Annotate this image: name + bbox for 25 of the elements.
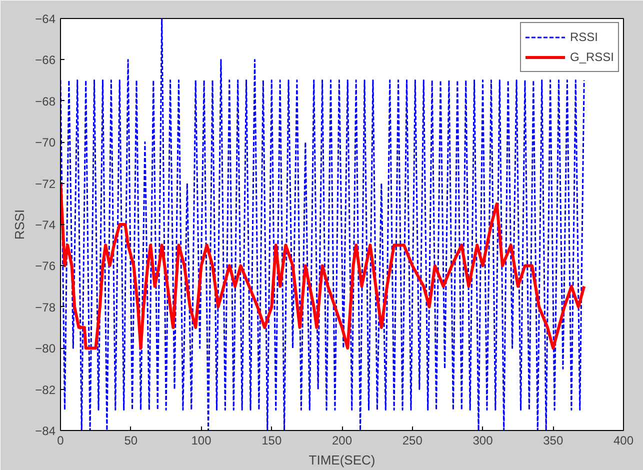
x-tick-label: 350 bbox=[543, 434, 564, 448]
y-axis-title: RSSI bbox=[12, 209, 28, 240]
y-tick-label: −70 bbox=[35, 136, 56, 150]
x-axis-title: TIME(SEC) bbox=[308, 452, 376, 468]
y-tick-label: −76 bbox=[35, 259, 56, 274]
y-tick-label: −82 bbox=[35, 382, 56, 397]
x-tick-label: 200 bbox=[332, 434, 352, 448]
x-tick-label: 300 bbox=[472, 434, 494, 448]
y-tick-label: −72 bbox=[35, 176, 56, 191]
line-series bbox=[60, 182, 586, 350]
x-tick-label: 50 bbox=[124, 434, 138, 448]
x-tick-label: 100 bbox=[191, 434, 212, 448]
x-tick-label: 400 bbox=[613, 434, 634, 448]
x-tick-label: 150 bbox=[262, 434, 282, 448]
legend-label: RSSI bbox=[570, 30, 598, 44]
legend-label: G_RSSI bbox=[570, 50, 614, 64]
x-tick-label: 0 bbox=[57, 434, 64, 448]
y-tick-label: −84 bbox=[35, 424, 56, 438]
y-tick-label: −68 bbox=[35, 94, 56, 108]
x-tick-label: 250 bbox=[402, 434, 423, 448]
y-tick-label: −74 bbox=[35, 218, 56, 232]
y-tick-label: −78 bbox=[35, 300, 56, 314]
y-tick-label: −66 bbox=[35, 53, 56, 68]
y-tick-label: −80 bbox=[35, 342, 56, 356]
y-tick-label: −64 bbox=[35, 12, 56, 26]
